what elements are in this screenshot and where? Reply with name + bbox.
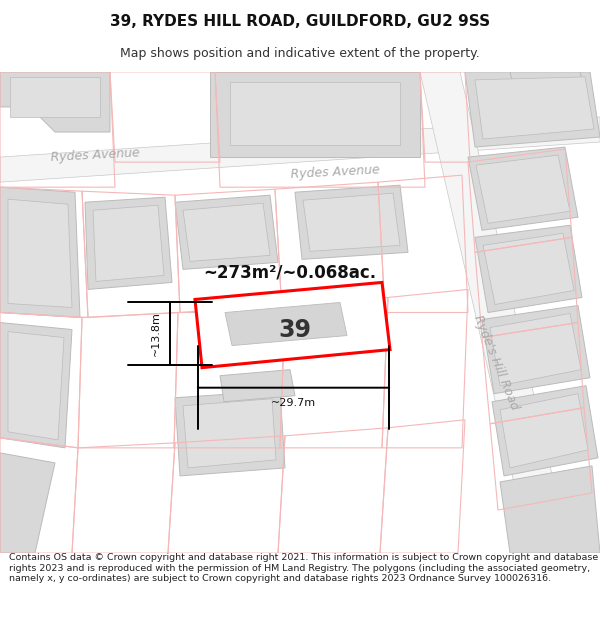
Polygon shape bbox=[210, 72, 420, 157]
Text: 39, RYDES HILL ROAD, GUILDFORD, GU2 9SS: 39, RYDES HILL ROAD, GUILDFORD, GU2 9SS bbox=[110, 14, 490, 29]
Polygon shape bbox=[476, 155, 570, 223]
Polygon shape bbox=[0, 187, 80, 318]
Polygon shape bbox=[85, 198, 172, 289]
Polygon shape bbox=[465, 72, 600, 147]
Polygon shape bbox=[230, 82, 400, 145]
Polygon shape bbox=[8, 331, 64, 440]
Polygon shape bbox=[195, 282, 390, 368]
Polygon shape bbox=[225, 302, 347, 346]
Polygon shape bbox=[303, 193, 400, 251]
Polygon shape bbox=[490, 314, 581, 386]
Text: 39: 39 bbox=[278, 318, 311, 341]
Text: Map shows position and indicative extent of the property.: Map shows position and indicative extent… bbox=[120, 48, 480, 61]
Text: Rydes Avenue: Rydes Avenue bbox=[50, 146, 140, 164]
Polygon shape bbox=[8, 199, 72, 308]
Polygon shape bbox=[475, 225, 582, 312]
Polygon shape bbox=[492, 386, 598, 476]
Text: ~29.7m: ~29.7m bbox=[271, 398, 316, 408]
Polygon shape bbox=[175, 391, 285, 476]
Polygon shape bbox=[475, 77, 594, 139]
Text: Contains OS data © Crown copyright and database right 2021. This information is : Contains OS data © Crown copyright and d… bbox=[9, 553, 598, 583]
Text: Ryde's Hill Road: Ryde's Hill Road bbox=[471, 313, 521, 412]
Polygon shape bbox=[0, 72, 110, 132]
Polygon shape bbox=[500, 394, 588, 468]
Polygon shape bbox=[0, 322, 72, 448]
Polygon shape bbox=[183, 399, 276, 468]
Polygon shape bbox=[500, 466, 600, 553]
Polygon shape bbox=[510, 72, 590, 112]
Polygon shape bbox=[93, 205, 164, 281]
Polygon shape bbox=[10, 77, 100, 117]
Polygon shape bbox=[0, 117, 600, 182]
Polygon shape bbox=[295, 185, 408, 259]
Text: ~13.8m: ~13.8m bbox=[151, 311, 161, 356]
Polygon shape bbox=[175, 195, 278, 269]
Polygon shape bbox=[420, 72, 570, 553]
Polygon shape bbox=[220, 369, 295, 402]
Polygon shape bbox=[183, 203, 270, 261]
Polygon shape bbox=[482, 306, 590, 394]
Text: ~273m²/~0.068ac.: ~273m²/~0.068ac. bbox=[203, 263, 377, 281]
Polygon shape bbox=[483, 233, 574, 304]
Text: Rydes Avenue: Rydes Avenue bbox=[290, 163, 380, 181]
Polygon shape bbox=[468, 147, 578, 230]
Polygon shape bbox=[0, 453, 55, 553]
